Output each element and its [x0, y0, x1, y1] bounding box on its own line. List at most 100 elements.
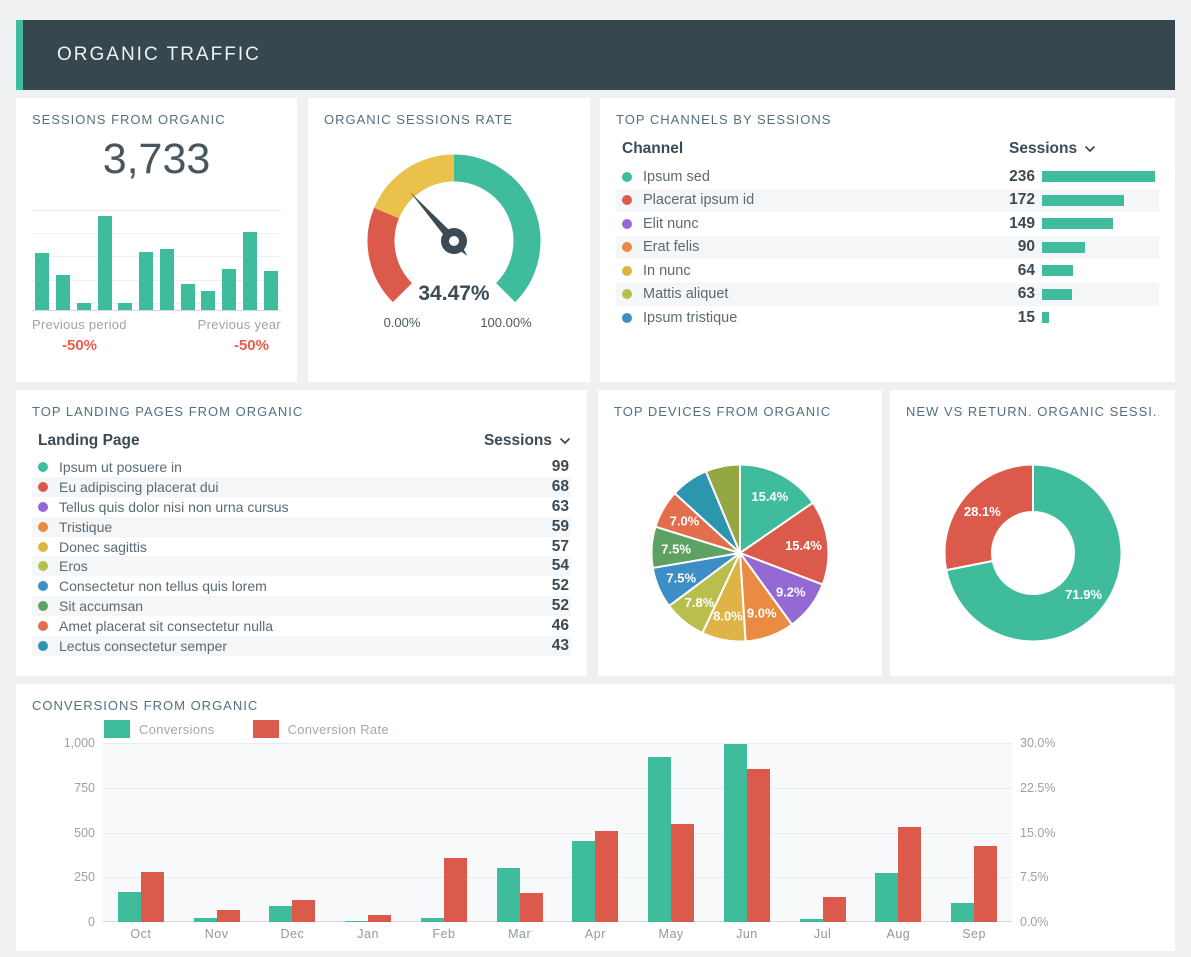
gauge-chart: 34.47% 0.00% 100.00%: [367, 154, 541, 330]
row-bar-track: [1042, 171, 1159, 183]
row-bar-track: [1042, 312, 1159, 324]
bar-conversion-rate: [443, 857, 467, 922]
row-sessions-value: 63: [551, 497, 569, 515]
card-top-channels: TOP CHANNELS BY SESSIONS Channel Session…: [600, 98, 1175, 382]
row-label: Eros: [59, 558, 88, 575]
row-sessions-value: 63: [1017, 285, 1035, 303]
card-top-devices: TOP DEVICES FROM ORGANIC 15.4% 15.4% 9.2% 9…: [598, 390, 882, 676]
series-dot: [38, 621, 48, 632]
row-label: Eu adipiscing placerat dui: [59, 478, 219, 495]
series-dot: [38, 481, 48, 492]
slice-percentage-label: 7.8%: [685, 595, 715, 610]
bar-conversions: [269, 905, 293, 922]
gauge-segment: [374, 154, 455, 219]
row-sessions-bar: [1042, 171, 1155, 183]
row-sessions-value: 46: [551, 617, 569, 635]
gauge-value: 34.47%: [418, 282, 490, 305]
slice-percentage-label: 7.5%: [666, 571, 696, 586]
month-label: Jun: [736, 927, 758, 941]
row-label: Consectetur non tellus quis lorem: [59, 578, 267, 595]
table-row: Consectetur non tellus quis lorem 52: [32, 576, 571, 596]
bar-conversions: [496, 868, 520, 922]
table-row: Tristique 59: [32, 516, 571, 537]
series-dot: [622, 265, 632, 276]
legend-item-conversion-rate[interactable]: Conversion Rate: [252, 720, 389, 738]
mini-bar: [222, 268, 237, 310]
series-dot: [38, 501, 48, 512]
row-label: Donec sagittis: [59, 538, 147, 555]
legend-swatch-conversions: [104, 720, 130, 738]
slice-percentage-label: 15.4%: [751, 489, 788, 504]
right-axis-tick: 0.0%: [1020, 915, 1049, 929]
column-header-sessions-sort[interactable]: Sessions: [484, 432, 571, 450]
right-axis-tick: 7.5%: [1020, 870, 1049, 885]
gridline: [103, 787, 1012, 789]
month-label: Mar: [508, 927, 532, 941]
row-bar-track: [1042, 288, 1159, 300]
bar-conversions: [875, 872, 899, 922]
row-sessions-bar: [1042, 241, 1086, 253]
row-label: Lectus consectetur semper: [59, 637, 228, 654]
row-sessions-value: 43: [551, 636, 569, 654]
slice-percentage-label: 8.0%: [713, 608, 743, 623]
row-sessions-value: 59: [551, 517, 569, 535]
series-dot: [622, 218, 632, 229]
row-sessions-value: 15: [1017, 308, 1035, 326]
comparisons: Previous period -50% Previous year -50%: [32, 317, 281, 354]
gauge-min-label: 0.00%: [384, 315, 421, 330]
row-sessions-value: 236: [1009, 167, 1035, 185]
header-accent-bar: [16, 20, 23, 90]
month-label: May: [658, 927, 684, 941]
legend-label: Conversions: [139, 721, 215, 737]
card-title-gauge: ORGANIC SESSIONS RATE: [324, 112, 514, 127]
mini-bar: [139, 252, 154, 310]
table-header: Channel Sessions: [616, 140, 1159, 158]
chart-legend: Conversions Conversion Rate: [104, 720, 427, 738]
legend-item-conversions[interactable]: Conversions: [104, 720, 215, 738]
row-sessions-value: 99: [551, 457, 569, 475]
row-sessions-value: 90: [1017, 238, 1035, 256]
series-dot: [622, 242, 632, 253]
row-sessions-value: 57: [551, 537, 569, 555]
bar-conversion-rate: [898, 827, 922, 922]
mini-bar: [56, 274, 71, 310]
row-bar-track: [1042, 194, 1159, 206]
gauge-needle-hub-center: [449, 236, 459, 246]
gridline: [103, 832, 1012, 834]
legend-label: Conversion Rate: [287, 721, 389, 737]
card-title-sessions: SESSIONS FROM ORGANIC: [32, 112, 226, 127]
slice-percentage-label: 9.0%: [747, 606, 777, 621]
sessions-mini-bar-chart: [32, 209, 281, 311]
table-row: Tellus quis dolor nisi non urna cursus 63: [32, 497, 571, 517]
gridline: [32, 279, 281, 281]
column-header-sessions-label: Sessions: [1009, 140, 1078, 157]
card-top-landing-pages: TOP LANDING PAGES FROM ORGANIC Landing P…: [16, 390, 587, 676]
series-dot: [38, 541, 48, 552]
row-sessions-value: 52: [551, 597, 569, 615]
card-title-landing: TOP LANDING PAGES FROM ORGANIC: [32, 404, 304, 419]
bar-conversions: [723, 743, 747, 922]
row-sessions-value: 64: [1017, 261, 1035, 279]
month-label: Jul: [813, 927, 832, 941]
row-sessions-bar: [1042, 265, 1073, 277]
card-title-conversions: CONVERSIONS FROM ORGANIC: [32, 698, 259, 713]
series-dot: [38, 581, 48, 592]
bar-conversion-rate: [216, 909, 240, 922]
slice-percentage-label: 71.9%: [1065, 587, 1102, 602]
mini-bar: [263, 270, 278, 310]
slice-percentage-label: 7.5%: [661, 541, 691, 556]
mini-bar: [35, 253, 50, 310]
month-label: Feb: [432, 927, 456, 941]
month-label: Sep: [962, 927, 986, 941]
series-dot: [622, 171, 632, 182]
table-header: Landing Page Sessions: [32, 432, 571, 450]
bar-conversions: [572, 840, 596, 922]
donut-chart-new-vs-returning: 71.9% 28.1%: [943, 463, 1122, 643]
table-row: Sit accumsan 52: [32, 596, 571, 617]
card-title-devices: TOP DEVICES FROM ORGANIC: [614, 404, 832, 419]
table-row: Amet placerat sit consectetur nulla 46: [32, 616, 571, 636]
donut-hole: [990, 511, 1075, 595]
column-header-sessions-sort[interactable]: Sessions: [991, 140, 1159, 158]
pie-chart-devices: 15.4% 15.4% 9.2% 9.0% 8.0%7.8% 7.5% 7.5% 7.0%: [650, 463, 830, 643]
row-label: In nunc: [643, 262, 691, 279]
